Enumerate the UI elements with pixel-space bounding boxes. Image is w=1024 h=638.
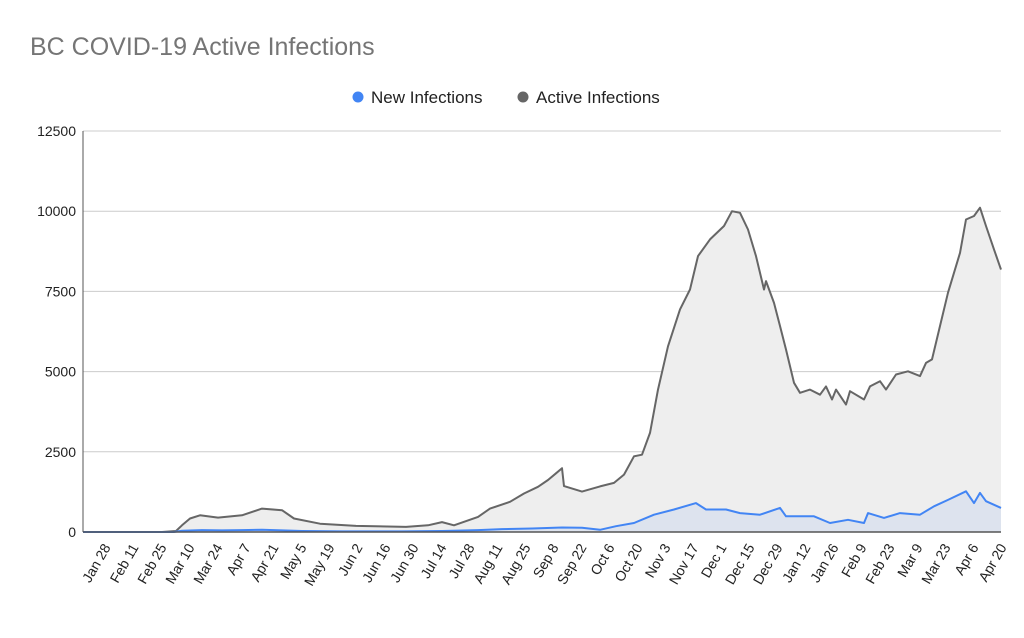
series-areas [83, 207, 1001, 532]
x-tick-label: Oct 20 [611, 541, 646, 585]
legend-label-new-infections[interactable]: New Infections [371, 88, 483, 107]
axes [82, 131, 1001, 533]
series-lines [83, 206, 1002, 533]
legend-label-active-infections[interactable]: Active Infections [536, 88, 660, 107]
x-tick-label: Jun 30 [387, 541, 422, 586]
area-active-infections [83, 207, 1001, 532]
x-tick-label: Jul 14 [417, 541, 450, 582]
line-active-infections [83, 206, 1002, 533]
x-tick-label: Apr 21 [247, 541, 282, 585]
x-tick-label: Jan 26 [807, 541, 842, 586]
y-tick-label: 2500 [45, 444, 76, 460]
x-tick-label: Apr 20 [975, 541, 1010, 585]
area-new-infections [83, 491, 1001, 532]
line-new-infections [83, 490, 1002, 533]
y-tick-label: 10000 [37, 203, 76, 219]
y-tick-label: 5000 [45, 364, 76, 380]
legend-marker-new-infections [352, 91, 364, 103]
legend-marker-active-infections [517, 91, 529, 103]
legend[interactable]: New Infections Active Infections [352, 88, 660, 107]
y-axis-ticks: 0 2500 5000 7500 10000 12500 [37, 123, 76, 540]
y-tick-label: 12500 [37, 123, 76, 139]
chart-title: BC COVID-19 Active Infections [30, 33, 375, 61]
y-tick-label: 0 [68, 524, 76, 540]
y-tick-label: 7500 [45, 283, 76, 299]
